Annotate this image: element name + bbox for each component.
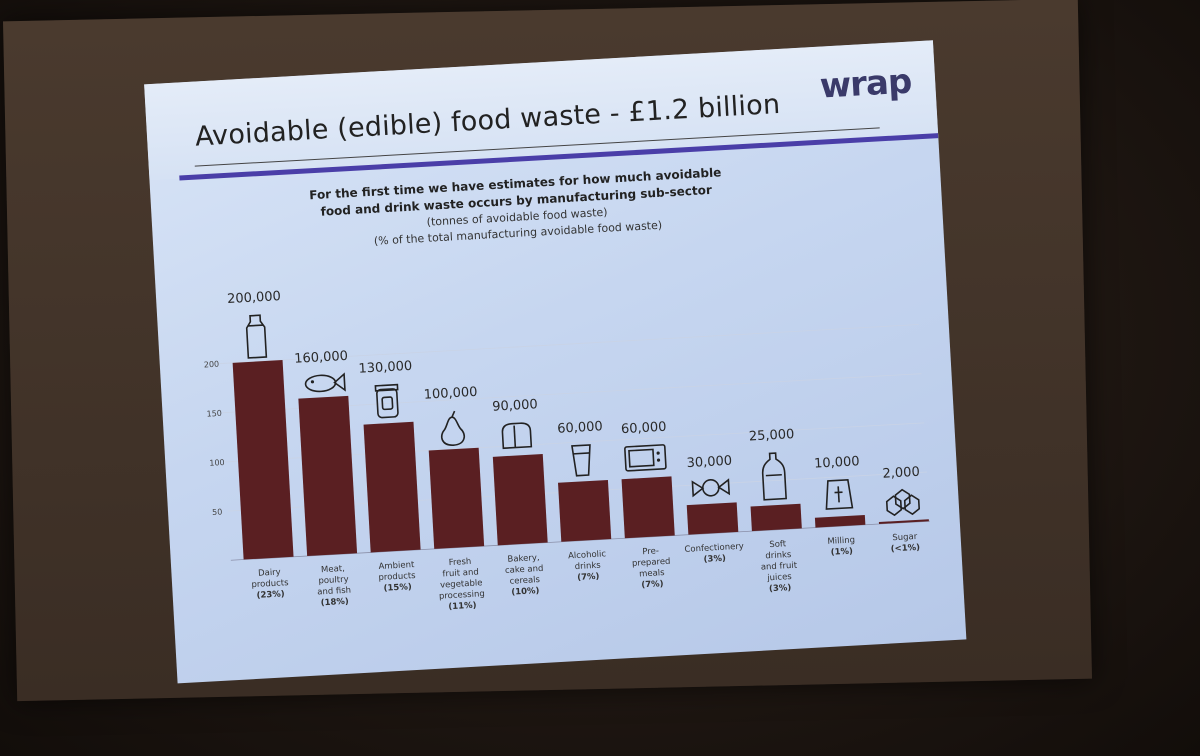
bar-chart: 50 100 150 200 200,000 Dairyproducts(23%) 160,…	[204, 289, 930, 612]
category-label: Bakery,cake andcereals(10%)	[504, 553, 545, 598]
bar	[686, 502, 739, 535]
bar	[814, 514, 866, 528]
bar	[558, 479, 612, 542]
bar	[750, 503, 802, 532]
data-label: 130,000	[358, 359, 413, 377]
data-label: 25,000	[748, 427, 794, 445]
sugar-cubes-icon	[885, 488, 921, 517]
soda-bottle-icon	[761, 452, 787, 501]
category-label: Sugar(<1%)	[890, 532, 921, 555]
data-label: 60,000	[621, 420, 667, 438]
y-tick-label: 150	[206, 409, 222, 419]
data-label: 100,000	[423, 385, 478, 403]
data-label: 160,000	[294, 349, 349, 367]
category-label: Alcoholicdrinks(7%)	[568, 549, 608, 583]
gridline	[219, 324, 919, 364]
projector-screen: Avoidable (edible) food waste - £1.2 bil…	[2, 0, 1093, 702]
slide: Avoidable (edible) food waste - £1.2 bil…	[144, 40, 967, 684]
category-label: Confectionery(3%)	[684, 542, 745, 566]
data-label: 10,000	[814, 454, 860, 472]
category-label: Ambientproducts(15%)	[378, 560, 417, 594]
bar	[232, 360, 294, 560]
jar-icon	[374, 383, 399, 419]
category-label: Dairyproducts(23%)	[251, 567, 290, 601]
bar	[363, 421, 421, 553]
data-label: 30,000	[686, 454, 732, 472]
bar	[428, 447, 485, 549]
category-label: Milling(1%)	[827, 535, 856, 558]
flour-sack-icon	[825, 479, 854, 510]
bar	[621, 476, 675, 539]
data-label: 90,000	[492, 397, 538, 415]
data-label: 200,000	[227, 289, 282, 307]
y-tick-label: 200	[204, 360, 220, 370]
category-label: Freshfruit andvegetableprocessing(11%)	[437, 556, 486, 612]
y-tick-label: 100	[209, 458, 225, 468]
category-label: Pre-preparedmeals(7%)	[631, 546, 672, 591]
category-label: Meat,poultryand fish(18%)	[316, 564, 352, 609]
bar	[878, 519, 929, 525]
pear-icon	[440, 410, 466, 446]
bar	[492, 454, 548, 546]
bar	[298, 395, 358, 556]
data-label: 2,000	[882, 465, 920, 482]
data-label: 60,000	[557, 419, 603, 437]
candy-icon	[691, 478, 731, 498]
bread-icon	[501, 422, 533, 450]
milk-bottle-icon	[245, 314, 268, 359]
category-label: Softdrinksand fruitjuices(3%)	[759, 539, 799, 595]
glass-icon	[571, 444, 591, 477]
microwave-icon	[624, 444, 667, 472]
fish-icon	[304, 372, 346, 393]
y-tick-label: 50	[212, 507, 223, 517]
